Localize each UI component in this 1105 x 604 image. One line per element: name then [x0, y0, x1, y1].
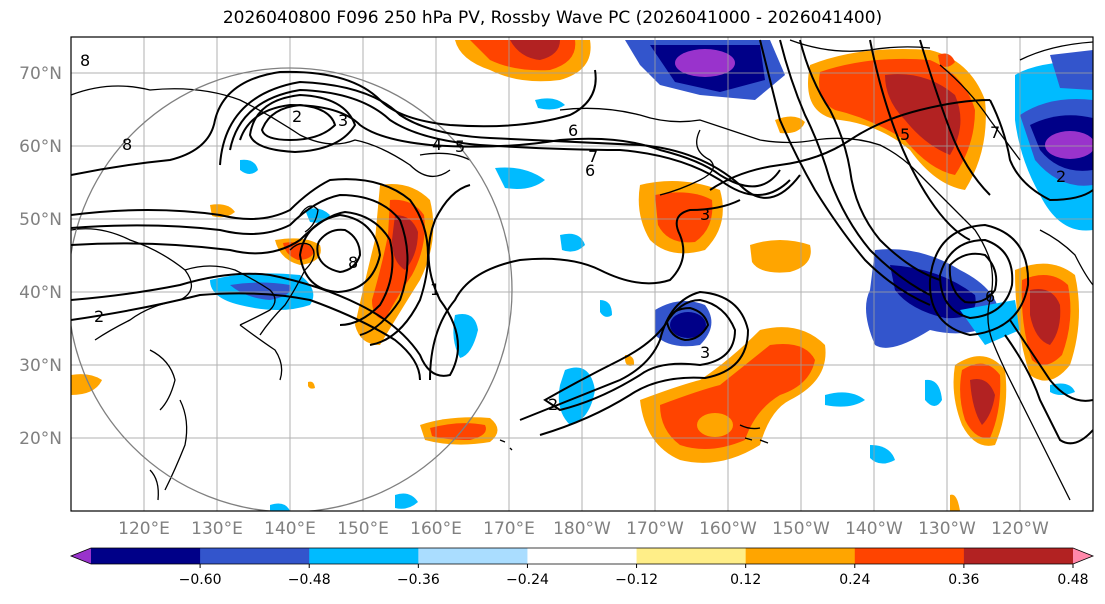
contour-label: 3	[338, 111, 348, 130]
lat-label: 50°N	[19, 210, 62, 230]
lon-label: 140°W	[845, 519, 903, 539]
contour-label: 2	[548, 395, 558, 414]
lat-label: 60°N	[19, 137, 62, 157]
lon-label: 120°W	[991, 519, 1049, 539]
lat-label: 20°N	[19, 429, 62, 449]
colorbar-box	[854, 548, 965, 564]
colorbar-box	[636, 548, 747, 564]
contour-label-group: 8 8 2 3 4 5 6 7 6 8 1 2 3 2 3 5 7 6 2	[80, 51, 1066, 414]
colorbar-tick-label: 0.24	[839, 572, 870, 588]
colorbar-box	[91, 548, 201, 564]
colorbar-box	[527, 548, 638, 564]
colorbar-tick-label: 0.12	[730, 572, 761, 588]
lon-label: 180°W	[553, 519, 611, 539]
contour-label: 2	[292, 107, 302, 126]
contour-label: 5	[455, 137, 465, 156]
contour-label: 8	[80, 51, 90, 70]
lon-label: 160°E	[410, 519, 462, 539]
lon-label: 130°E	[191, 519, 243, 539]
contour-label: 5	[900, 125, 910, 144]
reference-circle	[71, 67, 513, 511]
contour-label: 7	[588, 147, 598, 166]
colorbar-extend-high	[1073, 548, 1093, 564]
contour-label: 6	[985, 287, 995, 306]
lon-label: 150°W	[772, 519, 830, 539]
lon-label: 140°E	[264, 519, 316, 539]
latitude-labels: 70°N 60°N 50°N 40°N 30°N 20°N	[19, 64, 62, 449]
map-title: 2026040800 F096 250 hPa PV, Rossby Wave …	[222, 8, 883, 28]
lon-label: 120°E	[118, 519, 170, 539]
longitude-labels: 120°E 130°E 140°E 150°E 160°E 170°E 180°…	[118, 519, 1049, 539]
lon-label: 170°E	[483, 519, 535, 539]
contour-label: 6	[568, 121, 578, 140]
lat-label: 70°N	[19, 64, 62, 84]
contour-label: 6	[585, 161, 595, 180]
contour-label: 2	[94, 307, 104, 326]
contour-label: 1	[430, 280, 440, 299]
colorbar-extend-low	[71, 548, 91, 564]
lat-label: 30°N	[19, 356, 62, 376]
contour-label: 2	[1056, 167, 1066, 186]
coastlines	[71, 39, 1093, 501]
map-frame	[70, 36, 1094, 512]
colorbar-box	[963, 548, 1074, 564]
contour-label: 4	[432, 135, 442, 154]
colorbar-tick-label: −0.24	[506, 572, 549, 588]
pv-contours	[71, 39, 1093, 445]
lat-label: 40°N	[19, 283, 62, 303]
colorbar-tick-label: 0.48	[1057, 572, 1088, 588]
colorbar-box	[418, 548, 528, 564]
lon-label: 130°W	[918, 519, 976, 539]
colorbar-tick-label: −0.12	[615, 572, 658, 588]
contour-label: 3	[700, 343, 710, 362]
contour-label: 8	[348, 253, 358, 272]
contour-label: 7	[990, 123, 1000, 142]
colorbar-outline	[69, 547, 1095, 565]
colorbar: −0.60 −0.48 −0.36 −0.24 −0.12 0.12 0.24 0.36 0.4…	[69, 547, 1095, 588]
colorbar-tick-label: −0.48	[288, 572, 331, 588]
colorbar-tick-label: −0.60	[179, 572, 222, 588]
pv-anomaly-shading	[71, 40, 1093, 511]
colorbar-box	[745, 548, 856, 564]
colorbar-box	[309, 548, 419, 564]
lon-label: 170°W	[626, 519, 684, 539]
map-area: 8 8 2 3 4 5 6 7 6 8 1 2 3 2 3 5 7 6 2	[71, 37, 1093, 511]
lon-label: 150°E	[337, 519, 389, 539]
lon-label: 160°W	[699, 519, 757, 539]
contour-label: 8	[122, 135, 132, 154]
colorbar-tick-label: −0.36	[397, 572, 440, 588]
contour-label: 3	[700, 205, 710, 224]
colorbar-box	[200, 548, 310, 564]
colorbar-tick-label: 0.36	[948, 572, 979, 588]
